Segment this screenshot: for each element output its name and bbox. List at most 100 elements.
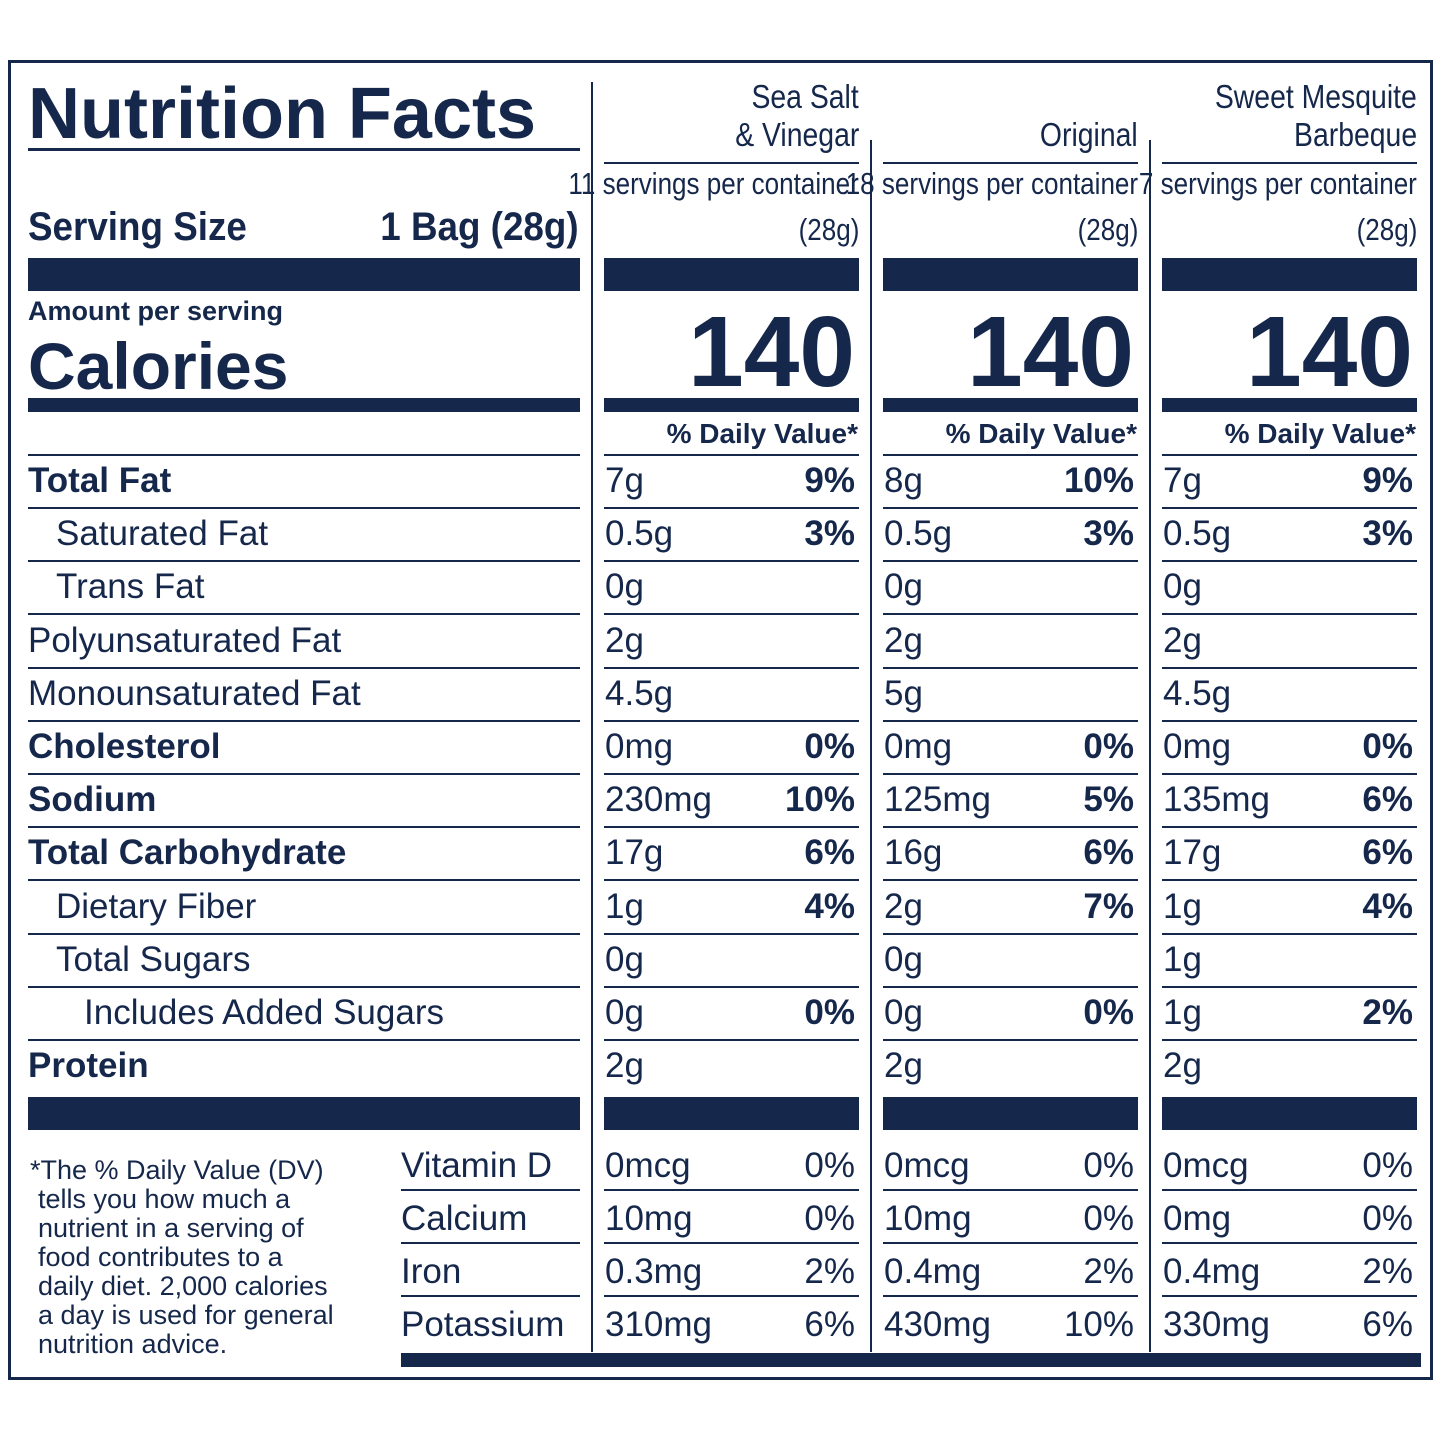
nutrient-daily-value: 5%: [1083, 780, 1134, 819]
nutrient-daily-value: 6%: [1362, 833, 1413, 872]
servings-per-container: 11 servings per container: [568, 166, 859, 201]
row-line: [1162, 507, 1417, 509]
row-line: [883, 986, 1138, 988]
nutrient-amount: 1g: [1163, 940, 1202, 979]
nutrient-label: Total Carbohydrate: [28, 833, 347, 872]
nutrient-amount: 0g: [884, 993, 923, 1032]
footnote-line: daily diet. 2,000 calories: [38, 1271, 328, 1301]
vitamin-amount: 0.4mg: [1163, 1252, 1261, 1291]
footnote-line: food contributes to a: [38, 1242, 283, 1272]
nutrient-daily-value: 3%: [804, 514, 855, 553]
row-line: [1162, 826, 1417, 828]
thick-divider: [28, 258, 580, 291]
nutrient-daily-value: 10%: [1063, 461, 1134, 500]
row-line: [28, 507, 580, 509]
dv-row-line: [604, 454, 859, 456]
serving-size-label: Serving Size: [28, 205, 247, 249]
row-line: [883, 720, 1138, 722]
nutrient-amount: 0g: [884, 940, 923, 979]
row-line: [604, 560, 859, 562]
nutrient-label: Total Sugars: [56, 940, 251, 979]
nutrient-amount: 230mg: [605, 780, 713, 819]
vitamin-amount: 310mg: [605, 1305, 713, 1344]
vitamin-daily-value: 0%: [1362, 1146, 1413, 1185]
product-name-line1: Sea Salt: [751, 78, 859, 115]
vitamin-amount: 0mcg: [884, 1146, 970, 1185]
vitamin-daily-value: 6%: [1362, 1305, 1413, 1344]
row-line: [1162, 1295, 1417, 1297]
nutrient-amount: 1g: [605, 887, 644, 926]
row-line: [401, 1189, 580, 1191]
thick-divider: [883, 258, 1138, 291]
row-line: [401, 1242, 580, 1244]
row-line: [1162, 879, 1417, 881]
title-underline: [28, 148, 580, 151]
nutrient-amount: 0mg: [884, 727, 953, 766]
nutrient-amount: 0g: [884, 567, 923, 606]
vitamin-daily-value: 0%: [1362, 1199, 1413, 1238]
calories-value: 140: [967, 296, 1134, 408]
row-line: [28, 613, 580, 615]
thick-divider: [1162, 1097, 1417, 1130]
footnote-line: nutrition advice.: [38, 1329, 228, 1359]
thick-divider: [883, 1097, 1138, 1130]
vitamin-daily-value: 2%: [804, 1252, 855, 1291]
product-name-line2: Barbeque: [1293, 116, 1417, 153]
nutrient-daily-value: 10%: [784, 780, 855, 819]
header-rule: [604, 162, 859, 164]
medium-divider: [1162, 398, 1417, 412]
nutrient-amount: 16g: [884, 833, 943, 872]
nutrient-daily-value: 2%: [1362, 993, 1413, 1032]
row-line: [1162, 1242, 1417, 1244]
serving-weight: (28g): [1356, 212, 1417, 247]
nutrient-daily-value: 6%: [804, 833, 855, 872]
row-line: [1162, 1039, 1417, 1041]
vitamin-daily-value: 0%: [1083, 1146, 1134, 1185]
row-line: [28, 667, 580, 669]
nutrient-label: Protein: [28, 1046, 149, 1085]
footnote-line: a day is used for general: [38, 1300, 334, 1330]
nutrient-amount: 17g: [1163, 833, 1222, 872]
nutrient-label: Saturated Fat: [56, 514, 269, 553]
vitamin-daily-value: 2%: [1362, 1252, 1413, 1291]
row-line: [1162, 613, 1417, 615]
column-separator: [870, 140, 872, 1352]
nutrient-label: Monounsaturated Fat: [28, 674, 361, 713]
row-line: [883, 507, 1138, 509]
vitamin-amount: 10mg: [605, 1199, 693, 1238]
daily-value-header: % Daily Value*: [945, 418, 1137, 449]
row-line: [604, 1295, 859, 1297]
row-line: [28, 773, 580, 775]
nutrient-amount: 135mg: [1163, 780, 1271, 819]
nutrient-daily-value: 4%: [1362, 887, 1413, 926]
row-line: [604, 986, 859, 988]
vitamin-amount: 0mcg: [1163, 1146, 1249, 1185]
thick-divider: [28, 1097, 580, 1130]
nutrient-amount: 4.5g: [1163, 674, 1232, 713]
serving-weight: (28g): [798, 212, 859, 247]
vitamin-daily-value: 2%: [1083, 1252, 1134, 1291]
row-line: [1162, 773, 1417, 775]
nutrient-amount: 1g: [1163, 887, 1202, 926]
vitamin-daily-value: 0%: [804, 1199, 855, 1238]
row-line: [883, 1189, 1138, 1191]
servings-per-container: 7 servings per container: [1139, 166, 1417, 201]
calories-value: 140: [1246, 296, 1413, 408]
row-line: [604, 1189, 859, 1191]
row-line: [883, 1295, 1138, 1297]
row-line: [604, 720, 859, 722]
nutrient-daily-value: 3%: [1362, 514, 1413, 553]
medium-divider: [28, 398, 580, 412]
row-line: [28, 986, 580, 988]
row-line: [604, 879, 859, 881]
row-line: [883, 826, 1138, 828]
nutrient-label: Cholesterol: [28, 727, 221, 766]
nutrient-daily-value: 0%: [1083, 727, 1134, 766]
footnote-line: nutrient in a serving of: [38, 1213, 304, 1243]
row-line: [883, 667, 1138, 669]
row-line: [1162, 986, 1417, 988]
row-line: [604, 667, 859, 669]
column-separator: [591, 82, 593, 1352]
row-line: [604, 1039, 859, 1041]
vitamin-label: Vitamin D: [401, 1146, 553, 1185]
